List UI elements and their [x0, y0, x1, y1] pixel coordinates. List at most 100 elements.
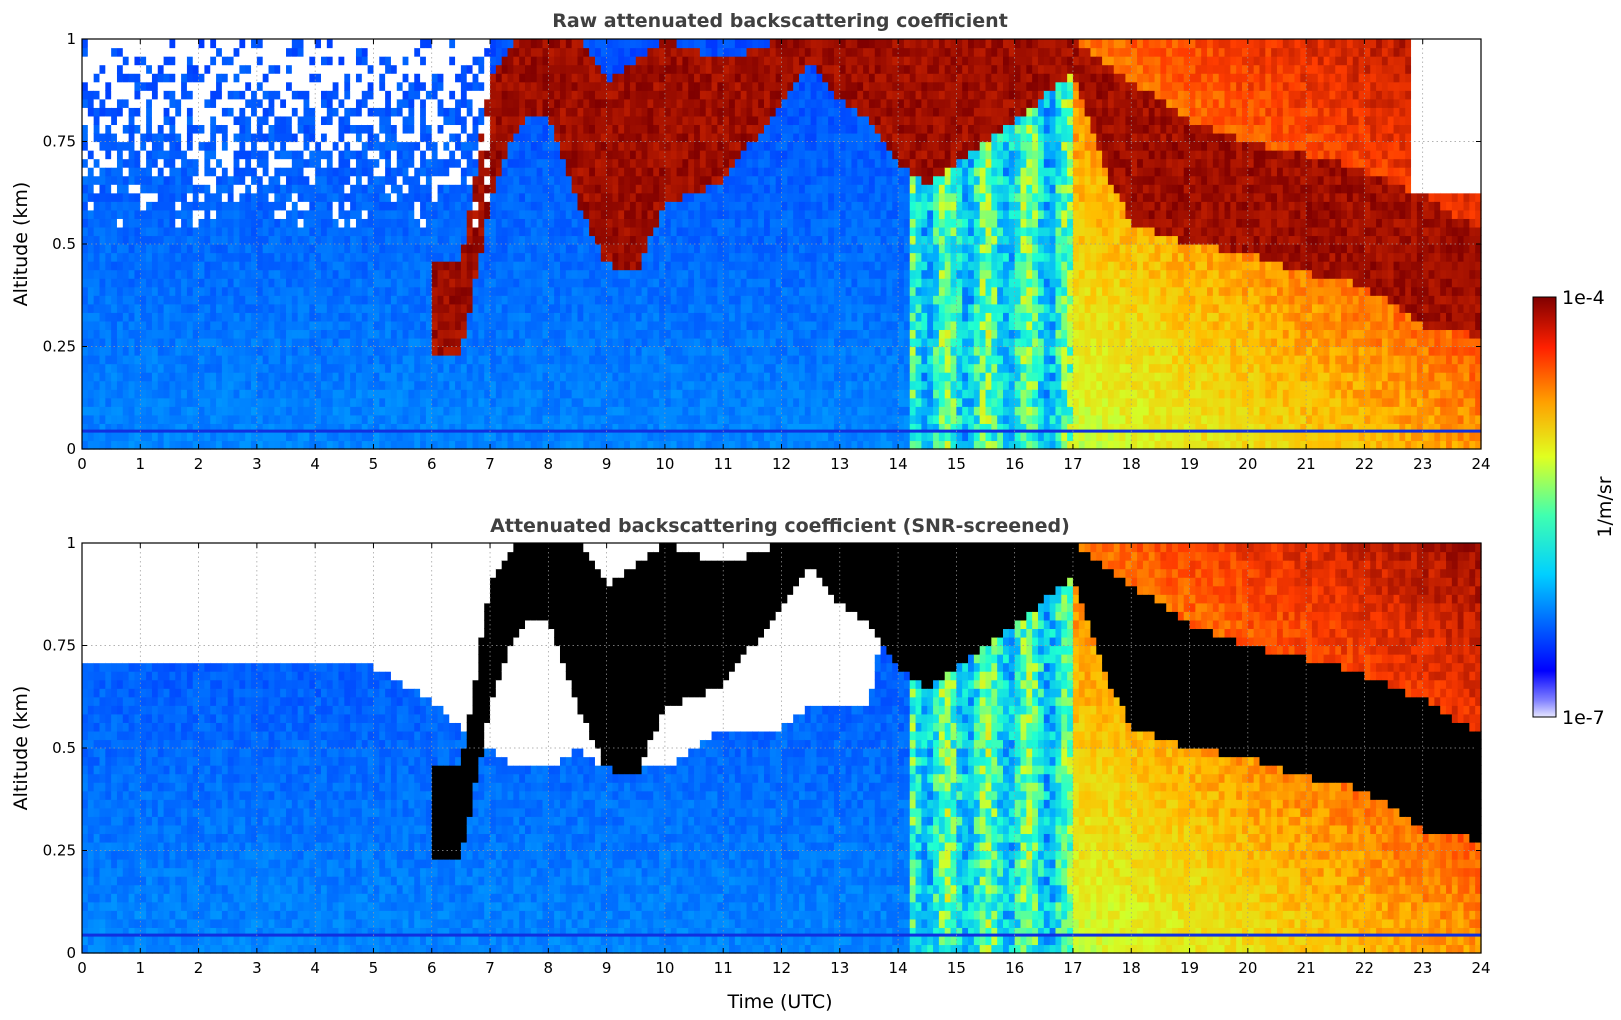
heatmap-cell	[379, 320, 386, 331]
heatmap-cell	[280, 98, 287, 108]
heatmap-cell	[484, 141, 491, 151]
raw-backscatter-panel: Raw attenuated backscattering coefficien…	[10, 10, 1491, 473]
heatmap-cell	[425, 261, 433, 271]
heatmap-cell	[239, 184, 246, 194]
heatmap-cell	[116, 355, 124, 365]
heatmap-cell	[589, 201, 596, 211]
heatmap-cell	[198, 337, 206, 348]
heatmap-cell	[618, 235, 625, 245]
heatmap-cell	[624, 98, 631, 108]
heatmap-cell	[431, 295, 439, 305]
heatmap-cell	[181, 320, 188, 331]
heatmap-cell	[251, 389, 258, 399]
heatmap-cell	[420, 115, 427, 126]
heatmap-cell	[181, 132, 188, 143]
heatmap-cell	[618, 252, 625, 262]
heatmap-cell	[274, 98, 281, 108]
heatmap-cell	[501, 244, 509, 254]
heatmap-cell	[181, 346, 188, 356]
heatmap-cell	[594, 226, 602, 237]
heatmap-cell	[606, 363, 614, 373]
heatmap-cell	[385, 175, 392, 185]
heatmap-cell	[618, 337, 625, 348]
heatmap-cell	[478, 303, 485, 313]
heatmap-cell	[297, 39, 305, 49]
heatmap-cell	[589, 132, 596, 143]
heatmap-cell	[309, 73, 316, 83]
heatmap-cell	[653, 431, 660, 442]
heatmap-cell	[245, 90, 252, 100]
heatmap-cell	[478, 150, 485, 160]
heatmap-cell	[128, 337, 136, 348]
heatmap-cell	[443, 389, 450, 399]
heatmap-cell	[478, 167, 485, 177]
heatmap-cell	[204, 132, 211, 143]
heatmap-cell	[629, 261, 637, 271]
heatmap-cell	[169, 175, 176, 185]
heatmap-cell	[309, 244, 316, 254]
heatmap-cell	[495, 201, 503, 211]
heatmap-cell	[565, 278, 573, 288]
heatmap-cell	[355, 158, 363, 168]
heatmap-cell	[355, 98, 363, 108]
heatmap-cell	[245, 380, 252, 390]
heatmap-cell	[530, 226, 538, 237]
heatmap-cell	[140, 235, 147, 245]
heatmap-cell	[157, 397, 165, 407]
heatmap-cell	[507, 73, 514, 83]
heatmap-cell	[571, 124, 579, 134]
heatmap-cell	[548, 184, 555, 194]
heatmap-cell	[99, 64, 106, 74]
heatmap-cell	[536, 355, 544, 365]
heatmap-cell	[379, 64, 386, 74]
heatmap-cell	[536, 73, 544, 83]
heatmap-cell	[146, 167, 153, 177]
heatmap-cell	[664, 380, 672, 390]
heatmap-cell	[571, 107, 579, 117]
heatmap-cell	[204, 107, 211, 117]
heatmap-cell	[408, 158, 415, 168]
heatmap-cell	[484, 56, 491, 66]
heatmap-cell	[536, 209, 544, 219]
heatmap-cell	[245, 320, 252, 331]
heatmap-cell	[291, 167, 299, 177]
heatmap-cell	[181, 389, 188, 399]
heatmap-cell	[181, 261, 188, 271]
heatmap-cell	[140, 269, 147, 279]
heatmap-cell	[431, 98, 439, 108]
heatmap-cell	[478, 278, 485, 288]
heatmap-cell	[157, 423, 165, 433]
heatmap-cell	[309, 64, 316, 74]
heatmap-cell	[239, 235, 246, 245]
heatmap-cell	[216, 175, 223, 185]
heatmap-cell	[659, 320, 666, 331]
heatmap-cell	[559, 406, 567, 416]
heatmap-cell	[507, 397, 514, 407]
heatmap-cell	[653, 124, 660, 134]
heatmap-cell	[169, 372, 176, 382]
heatmap-cell	[221, 39, 229, 49]
heatmap-cell	[554, 440, 561, 450]
heatmap-cell	[606, 278, 614, 288]
heatmap-cell	[490, 440, 497, 450]
heatmap-cell	[635, 218, 643, 228]
heatmap-cell	[157, 295, 165, 305]
heatmap-cell	[216, 244, 223, 254]
heatmap-cell	[519, 380, 526, 390]
heatmap-cell	[478, 192, 485, 202]
heatmap-cell	[169, 218, 176, 228]
heatmap-cell	[396, 124, 404, 134]
heatmap-cell	[361, 184, 369, 194]
heatmap-cell	[251, 303, 258, 313]
heatmap-cell	[536, 132, 544, 143]
heatmap-cell	[332, 73, 340, 83]
heatmap-cell	[361, 389, 369, 399]
heatmap-cell	[105, 141, 112, 151]
heatmap-cell	[402, 209, 410, 219]
heatmap-cell	[571, 90, 579, 100]
heatmap-cell	[425, 346, 433, 356]
heatmap-cell	[175, 355, 182, 365]
heatmap-cell	[455, 329, 462, 339]
heatmap-cell	[262, 414, 270, 424]
heatmap-cell	[612, 132, 619, 143]
